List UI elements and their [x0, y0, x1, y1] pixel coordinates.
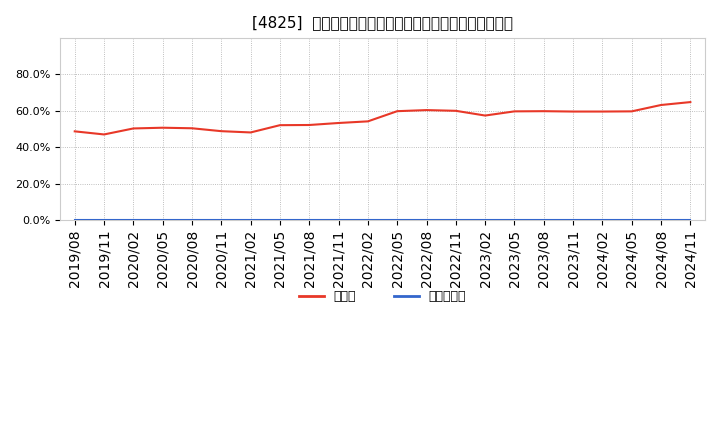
- Title: [4825]  現預金、有利子負債の総資産に対する比率の推移: [4825] 現預金、有利子負債の総資産に対する比率の推移: [252, 15, 513, 30]
- Legend: 現顥金, 有利子負債: 現顥金, 有利子負債: [294, 285, 472, 308]
